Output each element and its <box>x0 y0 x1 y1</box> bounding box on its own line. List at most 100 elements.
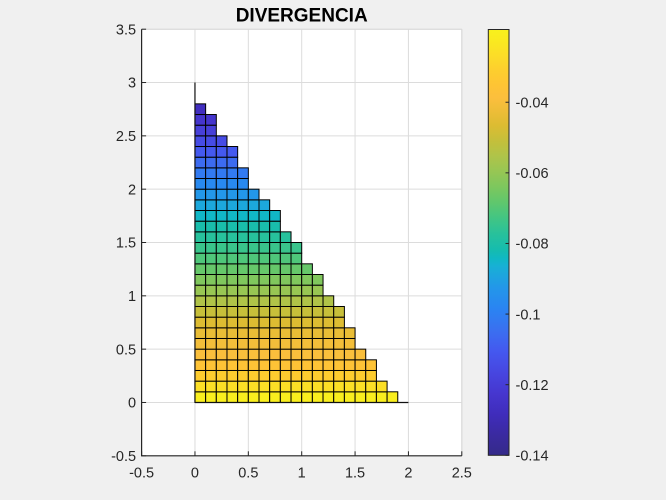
heatmap-cell <box>290 369 303 382</box>
heatmap-cell <box>301 305 313 318</box>
heatmap-cell <box>322 359 335 371</box>
heatmap-cell <box>301 380 313 393</box>
heatmap-cell <box>290 252 303 265</box>
heatmap-cell <box>194 273 207 286</box>
heatmap-cell <box>354 369 367 382</box>
heatmap-cell <box>290 284 303 297</box>
heatmap-cell <box>247 263 260 275</box>
heatmap-cell <box>215 348 228 361</box>
heatmap-cell <box>226 316 239 329</box>
heatmap-cell <box>237 220 249 233</box>
heatmap-cell <box>247 348 260 361</box>
heatmap-cell <box>237 359 249 371</box>
heatmap-cell <box>194 156 207 169</box>
heatmap-cell <box>322 348 335 361</box>
heatmap-cell <box>333 380 345 393</box>
heatmap-cell <box>269 337 281 350</box>
heatmap-cell <box>237 337 249 350</box>
heatmap-cell <box>343 359 356 371</box>
heatmap-cell <box>375 391 388 403</box>
heatmap-cell <box>237 348 249 361</box>
heatmap-cell <box>279 359 292 371</box>
heatmap-cell <box>215 210 228 222</box>
heatmap-cell <box>279 391 292 403</box>
heatmap-cell <box>194 380 207 393</box>
heatmap-cell <box>279 305 292 318</box>
heatmap-cell <box>269 210 281 222</box>
heatmap-cell <box>215 167 228 180</box>
heatmap-cell <box>215 156 228 169</box>
heatmap-cell <box>194 103 207 116</box>
heatmap-cell <box>290 295 303 307</box>
colorbar-tick-label: -0.12 <box>516 378 549 394</box>
heatmap-cell <box>215 263 228 275</box>
heatmap-cell <box>247 220 260 233</box>
heatmap-cell <box>194 124 207 137</box>
heatmap-cell <box>269 380 281 393</box>
heatmap-cell <box>279 327 292 339</box>
heatmap-cell <box>279 231 292 244</box>
heatmap-cell <box>237 199 249 212</box>
heatmap-cell <box>301 295 313 307</box>
heatmap-cell <box>269 295 281 307</box>
heatmap-cell <box>333 348 345 361</box>
heatmap-cell <box>322 380 335 393</box>
heatmap-cell <box>333 359 345 371</box>
heatmap-cell <box>237 210 249 222</box>
heatmap-cell <box>226 359 239 371</box>
heatmap-cell <box>258 242 271 254</box>
heatmap-cell <box>269 305 281 318</box>
heatmap-cell <box>205 273 217 286</box>
heatmap-cell <box>247 337 260 350</box>
heatmap-cell <box>226 380 239 393</box>
heatmap-cell <box>237 188 249 201</box>
heatmap-cell <box>194 210 207 222</box>
heatmap-cell <box>226 369 239 382</box>
heatmap-cell <box>205 188 217 201</box>
heatmap-cell <box>226 210 239 222</box>
heatmap-cell <box>215 146 228 158</box>
heatmap-cell <box>343 327 356 339</box>
heatmap-cell <box>301 316 313 329</box>
heatmap-cell <box>226 242 239 254</box>
heatmap-cell <box>226 146 239 158</box>
heatmap-cells <box>194 103 399 403</box>
heatmap-cell <box>386 391 399 403</box>
heatmap-cell <box>194 359 207 371</box>
heatmap-cell <box>226 252 239 265</box>
heatmap-cell <box>311 391 324 403</box>
heatmap-cell <box>258 327 271 339</box>
heatmap-cell <box>205 231 217 244</box>
heatmap-cell <box>269 391 281 403</box>
heatmap-cell <box>279 348 292 361</box>
heatmap-cell <box>247 327 260 339</box>
heatmap-cell <box>205 359 217 371</box>
heatmap-cell <box>194 252 207 265</box>
heatmap-cell <box>237 167 249 180</box>
heatmap-cell <box>194 178 207 190</box>
heatmap-cell <box>269 359 281 371</box>
heatmap-cell <box>205 305 217 318</box>
heatmap-cell <box>226 273 239 286</box>
heatmap-cell <box>258 284 271 297</box>
heatmap-cell <box>215 188 228 201</box>
heatmap-cell <box>311 359 324 371</box>
heatmap-cell <box>311 327 324 339</box>
heatmap-cell <box>205 348 217 361</box>
heatmap-cell <box>269 327 281 339</box>
heatmap-cell <box>301 359 313 371</box>
heatmap-cell <box>194 242 207 254</box>
heatmap-cell <box>322 305 335 318</box>
y-tick-label: 2 <box>128 182 136 198</box>
heatmap-cell <box>226 284 239 297</box>
heatmap-cell <box>322 295 335 307</box>
axes-box-top-right <box>141 28 463 456</box>
heatmap-cell <box>290 337 303 350</box>
heatmap-cell <box>301 391 313 403</box>
heatmap-cell <box>194 316 207 329</box>
y-tick-label: -0.5 <box>111 449 136 465</box>
heatmap-cell <box>247 210 260 222</box>
heatmap-cell <box>258 273 271 286</box>
heatmap-cell <box>215 327 228 339</box>
